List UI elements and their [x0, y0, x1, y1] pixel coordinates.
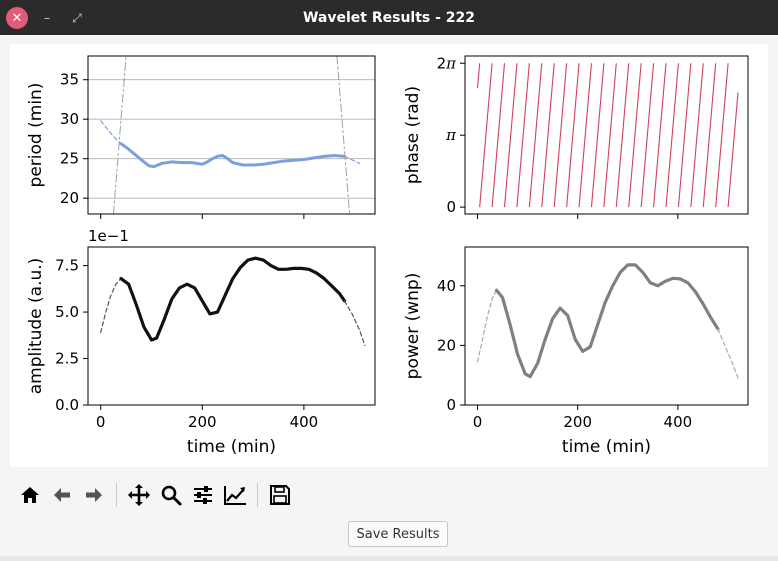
phase-line	[476, 63, 739, 208]
line-chart-icon	[224, 486, 246, 505]
series-line-3	[343, 300, 366, 347]
series-line-3	[343, 155, 361, 165]
x-tick-label: 0	[96, 413, 106, 431]
series-line-2	[494, 263, 720, 379]
series-group	[100, 256, 366, 347]
series-line-1	[100, 278, 122, 334]
y-tick-label: 7.5	[55, 257, 79, 275]
x-tick-label: 200	[188, 413, 217, 431]
series-line-1	[100, 120, 122, 145]
edit-axis-button[interactable]	[219, 480, 251, 510]
x-tick-label: 400	[290, 413, 319, 431]
y-tick-label: 0	[446, 198, 456, 216]
sliders-icon	[194, 486, 212, 504]
y-tick-label: 40	[437, 277, 456, 295]
window-minimize-button[interactable]: –	[36, 7, 58, 29]
series-group	[476, 263, 739, 379]
minimize-icon: –	[44, 11, 50, 25]
zoom-button[interactable]	[155, 480, 187, 510]
save-figure-button[interactable]	[264, 480, 296, 510]
arrow-left-icon	[54, 488, 70, 502]
window-title: Wavelet Results - 222	[302, 9, 476, 26]
window-titlebar: ✕ – ⤢ Wavelet Results - 222	[0, 0, 778, 35]
y-tick-label: 0.0	[55, 396, 79, 414]
back-button[interactable]	[46, 480, 78, 510]
y-tick-label: 0	[446, 396, 456, 414]
navigation-toolbar	[14, 480, 296, 510]
floppy-disk-icon	[270, 485, 290, 505]
window-bottom-edge	[0, 556, 778, 561]
toolbar-separator	[257, 483, 258, 507]
series-line-4	[112, 56, 127, 214]
axes-frame	[464, 246, 749, 406]
y-tick-label: 20	[437, 336, 456, 354]
y-axis-label: phase (rad)	[403, 86, 423, 184]
chart-panel-1: 20 25 30 35 period (min)	[26, 55, 376, 219]
window-maximize-button[interactable]: ⤢	[66, 7, 88, 29]
series-line-2	[119, 142, 347, 169]
y-tick-label: 2.5	[55, 350, 79, 368]
maximize-icon: ⤢	[72, 10, 82, 25]
close-icon: ✕	[11, 10, 23, 26]
axis-offset-label: 1e−1	[88, 227, 129, 245]
magnifier-icon	[161, 485, 182, 506]
series-line-5	[336, 56, 351, 214]
x-axis-label: time (min)	[187, 437, 276, 457]
forward-button[interactable]	[78, 480, 110, 510]
pan-button[interactable]	[123, 480, 155, 510]
plot-area: 20 25 30 35 period (min) 0 π 2π phase (rad) 0.0 2.…	[26, 54, 749, 457]
x-axis-label: time (min)	[562, 437, 651, 457]
chart-panel-3: 0.0 2.5 5.0 7.5 0 200 400 amplitude (a.u.) time …	[26, 227, 376, 457]
move-icon	[128, 484, 150, 506]
axes-frame	[464, 55, 749, 215]
series-group	[100, 56, 361, 214]
arrow-right-icon	[86, 488, 102, 502]
x-tick-label: 200	[563, 413, 592, 431]
save-results-button[interactable]: Save Results	[348, 521, 448, 547]
figure-canvas[interactable]: 20 25 30 35 period (min) 0 π 2π phase (rad) 0.0 2.…	[10, 44, 768, 467]
y-tick-label: π	[445, 126, 457, 144]
configure-subplots-button[interactable]	[187, 480, 219, 510]
series-group	[476, 63, 739, 208]
y-tick-label: 25	[60, 150, 79, 168]
y-tick-label: 30	[60, 110, 79, 128]
y-axis-label: power (wnp)	[403, 273, 423, 380]
home-icon	[21, 487, 39, 503]
y-tick-label: 20	[60, 189, 79, 207]
y-tick-label: 5.0	[55, 303, 79, 321]
y-tick-label: 2π	[437, 54, 458, 72]
x-tick-label: 400	[664, 413, 693, 431]
y-axis-label: period (min)	[26, 83, 46, 188]
window-close-button[interactable]: ✕	[6, 7, 28, 29]
toolbar-separator	[116, 483, 117, 507]
axes-frame	[87, 246, 376, 406]
axes-frame	[87, 55, 376, 215]
home-button[interactable]	[14, 480, 46, 510]
y-tick-label: 35	[60, 71, 79, 89]
series-line-2	[119, 256, 347, 342]
series-line-1	[476, 289, 498, 363]
x-tick-label: 0	[473, 413, 483, 431]
series-line-3	[717, 328, 739, 379]
chart-panel-2: 0 π 2π phase (rad)	[403, 54, 749, 219]
y-axis-label: amplitude (a.u.)	[26, 258, 46, 395]
